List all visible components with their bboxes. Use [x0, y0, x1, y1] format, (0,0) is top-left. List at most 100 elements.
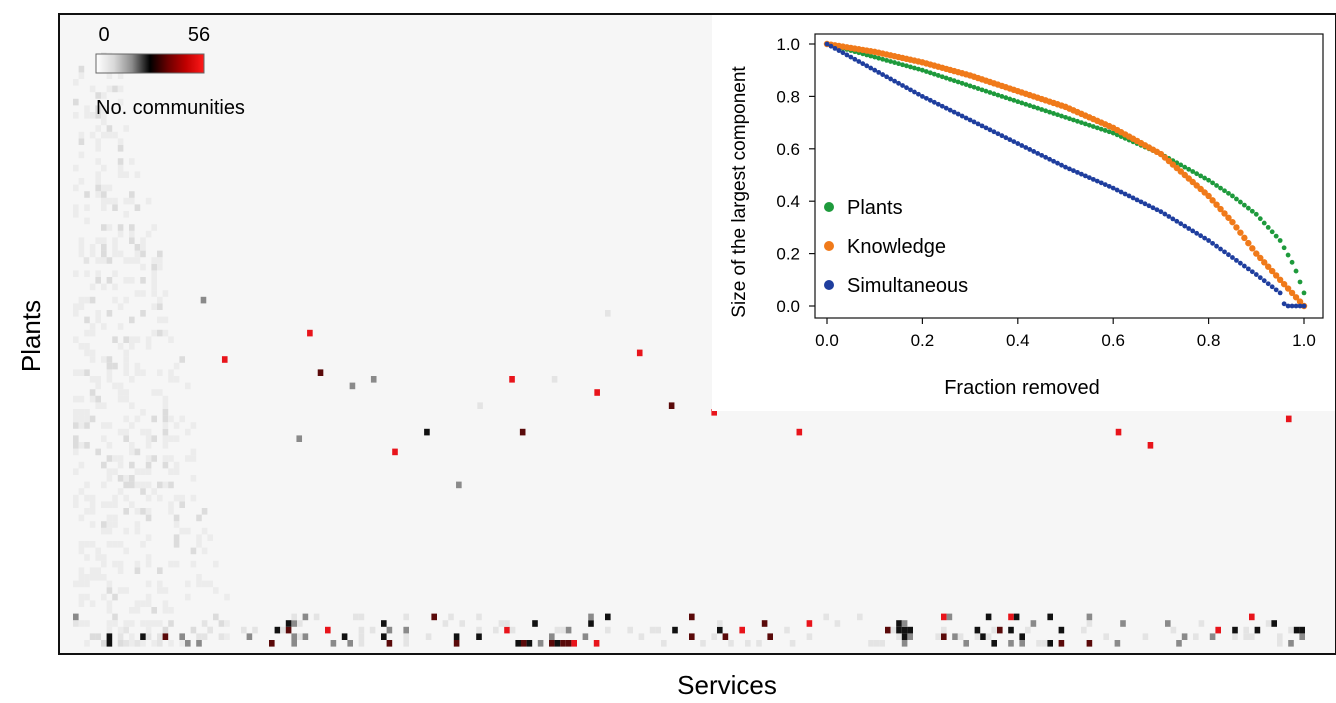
- heatmap-cell: [957, 633, 964, 640]
- legend-label: Plants: [847, 197, 903, 219]
- heatmap-cell: [151, 640, 157, 647]
- heatmap-cell: [95, 138, 101, 145]
- heatmap-cell: [1047, 640, 1053, 647]
- heatmap-cell: [134, 508, 141, 515]
- heatmap-cell: [106, 468, 113, 475]
- heatmap-cell: [756, 640, 762, 647]
- heatmap-cell: [381, 620, 387, 627]
- heatmap-cell: [95, 191, 101, 198]
- heatmap-cell: [963, 640, 969, 647]
- heatmap-cell: [157, 620, 163, 627]
- heatmap-cell: [73, 204, 79, 211]
- heatmap-cell: [358, 640, 365, 647]
- heatmap-cell: [89, 494, 96, 502]
- heatmap-cell: [190, 455, 197, 462]
- heatmap-cell: [157, 296, 163, 304]
- point-simultaneous: [947, 107, 953, 113]
- heatmap-cell: [151, 620, 157, 627]
- point-plants: [1281, 245, 1287, 251]
- heatmap-cell: [134, 468, 141, 475]
- point-simultaneous: [1067, 166, 1072, 172]
- heatmap-cell: [95, 310, 101, 317]
- point-simultaneous: [1218, 246, 1223, 252]
- heatmap-cell: [636, 349, 643, 357]
- heatmap-cell: [901, 633, 908, 640]
- heatmap-cell: [224, 593, 230, 601]
- heatmap-cell: [112, 521, 118, 528]
- heatmap-cell: [145, 600, 152, 607]
- heatmap-cell: [997, 626, 1003, 634]
- point-simultaneous: [1186, 226, 1192, 231]
- heatmap-cell: [168, 468, 174, 475]
- point-knowledge: [1272, 272, 1280, 279]
- point-plants: [1086, 122, 1092, 128]
- heatmap-cell: [129, 336, 135, 343]
- heatmap-cell: [106, 587, 113, 594]
- heatmap-cell: [78, 151, 85, 159]
- heatmap-cell: [84, 541, 90, 548]
- heatmap-cell: [134, 369, 141, 376]
- heatmap-cell: [73, 336, 79, 343]
- heatmap-cell: [689, 613, 695, 621]
- heatmap-cell: [101, 112, 107, 119]
- point-plants: [1285, 252, 1291, 258]
- heatmap-cell: [157, 316, 163, 324]
- colorbar-min-label: 0: [98, 24, 109, 46]
- point-plants: [1265, 225, 1271, 230]
- point-plants: [935, 73, 941, 78]
- heatmap-cell: [78, 461, 85, 469]
- heatmap-cell: [151, 270, 157, 277]
- heatmap-cell: [78, 600, 85, 607]
- heatmap-cell: [106, 257, 113, 264]
- heatmap-cell: [112, 362, 118, 370]
- heatmap-cell: [179, 640, 185, 647]
- heatmap-cell: [885, 626, 891, 634]
- heatmap-cell: [386, 640, 393, 647]
- point-plants: [1241, 202, 1247, 208]
- heatmap-cell: [974, 626, 981, 634]
- heatmap-cell: [1008, 613, 1014, 621]
- heatmap-cell: [101, 204, 107, 211]
- point-plants: [923, 69, 929, 74]
- heatmap-cell: [179, 527, 185, 535]
- point-plants: [999, 94, 1005, 99]
- heatmap-cell: [519, 428, 526, 436]
- heatmap-cell: [392, 448, 398, 456]
- heatmap-cell: [106, 514, 113, 522]
- heatmap-cell: [84, 640, 90, 647]
- heatmap-cell: [565, 640, 572, 647]
- heatmap-cell: [84, 329, 90, 337]
- heatmap-cell: [476, 626, 482, 634]
- heatmap-cell: [101, 402, 107, 409]
- heatmap-cell: [95, 184, 101, 192]
- heatmap-cell: [117, 428, 124, 436]
- heatmap-cell: [313, 613, 320, 621]
- heatmap-cell: [145, 508, 152, 515]
- point-simultaneous: [995, 131, 1001, 137]
- heatmap-cell: [745, 640, 751, 647]
- heatmap-cell: [1058, 640, 1065, 647]
- y-tick-label: 1.0: [776, 35, 800, 54]
- heatmap-cell: [151, 329, 157, 337]
- y-tick-label: 0.0: [776, 297, 800, 316]
- heatmap-cell: [78, 250, 85, 258]
- heatmap-cell: [941, 613, 947, 621]
- heatmap-cell: [117, 230, 124, 238]
- heatmap-cell: [101, 574, 107, 581]
- heatmap-cell: [117, 640, 124, 647]
- point-simultaneous: [1039, 152, 1045, 158]
- heatmap-cell: [168, 501, 174, 508]
- heatmap-cell: [196, 633, 202, 640]
- heatmap-cell: [140, 620, 146, 627]
- heatmap-cell: [157, 329, 163, 337]
- heatmap-cell: [78, 580, 85, 588]
- heatmap-cell: [134, 244, 141, 251]
- heatmap-cell: [112, 237, 118, 244]
- point-simultaneous: [1106, 183, 1112, 189]
- heatmap-cell: [1013, 613, 1020, 621]
- heatmap-cell: [1299, 626, 1305, 634]
- point-simultaneous: [884, 74, 890, 80]
- point-plants: [1031, 104, 1037, 110]
- point-simultaneous: [1281, 301, 1287, 307]
- heatmap-cell: [106, 369, 113, 376]
